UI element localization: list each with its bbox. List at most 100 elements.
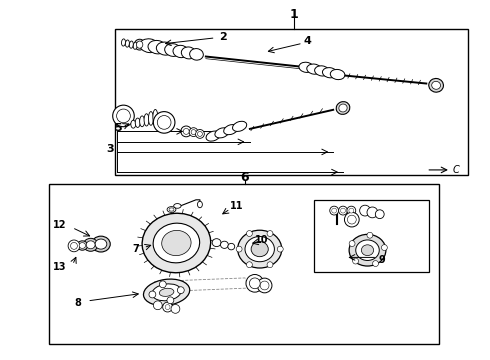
Ellipse shape <box>233 121 246 131</box>
Ellipse shape <box>299 62 314 72</box>
Ellipse shape <box>135 118 140 127</box>
Circle shape <box>349 240 355 247</box>
Bar <box>115 29 468 175</box>
Ellipse shape <box>336 102 350 114</box>
Circle shape <box>367 207 378 218</box>
Circle shape <box>167 297 174 304</box>
Ellipse shape <box>152 284 181 301</box>
Circle shape <box>189 128 198 136</box>
Text: 10: 10 <box>255 235 269 245</box>
Text: 1: 1 <box>290 8 298 21</box>
Ellipse shape <box>79 243 86 248</box>
Ellipse shape <box>83 238 98 251</box>
Circle shape <box>236 246 242 252</box>
Circle shape <box>71 242 77 249</box>
Text: 7: 7 <box>133 244 140 254</box>
Ellipse shape <box>224 125 238 135</box>
Ellipse shape <box>122 39 125 46</box>
Circle shape <box>367 232 373 238</box>
Ellipse shape <box>206 131 220 141</box>
Circle shape <box>341 208 345 213</box>
Ellipse shape <box>134 39 145 50</box>
Ellipse shape <box>432 81 441 89</box>
Ellipse shape <box>140 116 145 127</box>
Ellipse shape <box>144 279 190 306</box>
Ellipse shape <box>349 234 386 266</box>
Circle shape <box>246 262 252 267</box>
Ellipse shape <box>156 42 174 55</box>
Ellipse shape <box>169 208 174 211</box>
Ellipse shape <box>220 241 228 248</box>
Circle shape <box>347 215 356 224</box>
Ellipse shape <box>215 128 229 138</box>
Ellipse shape <box>142 213 211 273</box>
Circle shape <box>153 301 162 310</box>
Circle shape <box>360 205 370 216</box>
Ellipse shape <box>131 120 136 128</box>
Circle shape <box>191 130 196 135</box>
Ellipse shape <box>148 112 153 125</box>
Ellipse shape <box>153 109 158 125</box>
Circle shape <box>249 278 260 289</box>
Ellipse shape <box>95 239 107 249</box>
Ellipse shape <box>322 68 337 78</box>
Circle shape <box>372 261 378 266</box>
Text: 8: 8 <box>74 298 81 308</box>
Text: 2: 2 <box>219 32 227 42</box>
Circle shape <box>153 112 175 133</box>
Ellipse shape <box>362 245 374 256</box>
Circle shape <box>353 258 359 264</box>
Ellipse shape <box>315 66 329 76</box>
Circle shape <box>171 305 180 313</box>
Ellipse shape <box>245 237 274 262</box>
Ellipse shape <box>212 239 221 247</box>
Ellipse shape <box>238 230 282 268</box>
Text: 5: 5 <box>114 123 122 133</box>
Circle shape <box>375 210 384 219</box>
Ellipse shape <box>165 44 181 57</box>
Text: 6: 6 <box>241 171 249 184</box>
Circle shape <box>197 131 202 136</box>
Circle shape <box>181 126 192 137</box>
Ellipse shape <box>330 69 345 80</box>
Ellipse shape <box>190 49 203 60</box>
Circle shape <box>330 206 339 215</box>
Circle shape <box>277 246 283 252</box>
Circle shape <box>163 302 172 312</box>
Text: 3: 3 <box>106 144 114 154</box>
Ellipse shape <box>148 40 167 54</box>
Circle shape <box>260 281 269 290</box>
Ellipse shape <box>125 40 129 47</box>
Circle shape <box>339 206 347 215</box>
Ellipse shape <box>181 47 196 59</box>
Circle shape <box>113 105 134 127</box>
Ellipse shape <box>136 41 143 48</box>
Circle shape <box>267 262 273 267</box>
Ellipse shape <box>339 104 347 112</box>
Circle shape <box>267 231 273 237</box>
Circle shape <box>246 275 264 292</box>
Circle shape <box>349 208 354 213</box>
Bar <box>314 200 429 272</box>
Text: 11: 11 <box>230 201 244 211</box>
Ellipse shape <box>77 241 88 250</box>
Ellipse shape <box>133 42 137 49</box>
Ellipse shape <box>356 240 379 261</box>
Circle shape <box>196 130 204 138</box>
Ellipse shape <box>167 207 176 212</box>
Circle shape <box>347 206 356 215</box>
Ellipse shape <box>251 242 269 257</box>
Ellipse shape <box>92 236 110 252</box>
Ellipse shape <box>228 243 235 250</box>
Circle shape <box>117 109 130 123</box>
Circle shape <box>149 291 156 298</box>
Ellipse shape <box>140 39 159 53</box>
Circle shape <box>159 281 166 288</box>
Circle shape <box>165 305 170 310</box>
Ellipse shape <box>197 201 202 208</box>
Ellipse shape <box>144 114 149 126</box>
Text: 9: 9 <box>379 255 386 265</box>
Circle shape <box>257 278 272 293</box>
Ellipse shape <box>86 241 95 249</box>
Ellipse shape <box>173 45 189 58</box>
